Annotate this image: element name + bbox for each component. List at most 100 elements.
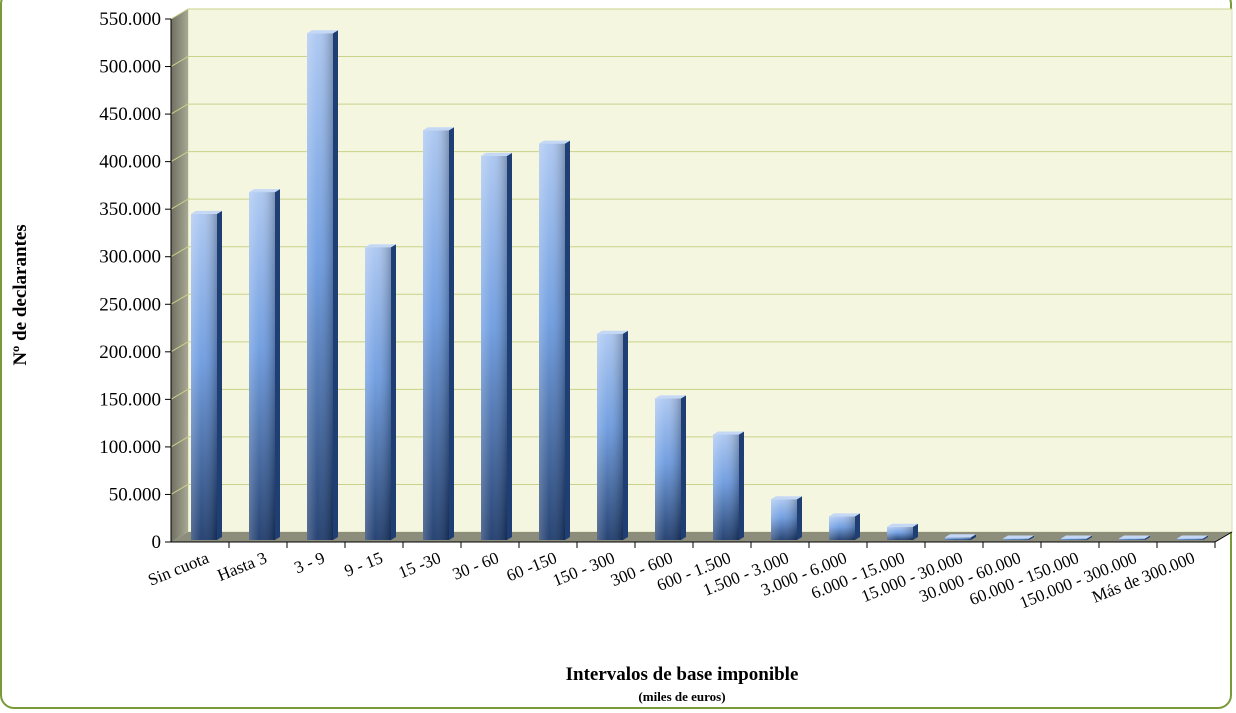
bar-shade xyxy=(307,33,333,540)
bar-top xyxy=(887,523,918,527)
bar-side xyxy=(681,395,686,540)
bar-shade xyxy=(191,213,217,540)
bar-shade xyxy=(1177,538,1203,540)
gridline-side xyxy=(170,151,189,163)
bar xyxy=(365,244,396,540)
bar xyxy=(249,189,280,540)
y-tick-label: 300.000 xyxy=(99,247,161,268)
bar-shade xyxy=(1119,538,1145,540)
bar xyxy=(307,30,338,540)
bar-side xyxy=(275,189,280,540)
y-tick-label: 350.000 xyxy=(99,199,161,220)
bar-top xyxy=(481,152,512,156)
y-axis-label: Nº de declarantes xyxy=(10,224,31,365)
bar-side xyxy=(1087,535,1092,540)
bar-top xyxy=(771,496,802,500)
bar-side xyxy=(913,523,918,540)
bar-side xyxy=(391,244,396,540)
bar-shade xyxy=(771,499,797,540)
bar xyxy=(771,496,802,540)
bar-shade xyxy=(945,537,971,540)
x-axis-depth xyxy=(1214,531,1233,543)
bar-shade xyxy=(597,333,623,540)
gridline-side xyxy=(170,8,189,20)
bar xyxy=(1003,535,1034,540)
x-tick-label: 150 - 300 xyxy=(550,548,618,590)
bar-side xyxy=(507,152,512,540)
y-tick-label: 0 xyxy=(152,532,162,553)
bar-top xyxy=(191,210,222,214)
bar xyxy=(1177,535,1208,540)
bar-shade xyxy=(655,398,681,540)
bar-shade xyxy=(481,155,507,540)
bar-shade xyxy=(1061,538,1087,540)
bar-side xyxy=(565,140,570,540)
bar-top xyxy=(1119,535,1150,539)
bar-top xyxy=(945,534,976,538)
bar xyxy=(597,330,628,540)
y-tick-label: 500.000 xyxy=(99,57,161,78)
bar-side xyxy=(623,330,628,540)
bar xyxy=(945,534,976,540)
bar-top xyxy=(1061,535,1092,539)
bar-side xyxy=(1203,535,1208,540)
x-tick-label: 9 - 15 xyxy=(342,548,386,580)
bar-top xyxy=(423,127,454,131)
bar xyxy=(829,513,860,540)
bar-side xyxy=(449,127,454,541)
bar-side xyxy=(797,496,802,540)
bar-top xyxy=(307,30,338,34)
bar xyxy=(191,210,222,540)
bar xyxy=(655,395,686,540)
x-axis-sublabel: (miles de euros) xyxy=(638,689,725,704)
bar-shade xyxy=(1003,538,1029,540)
bar-side xyxy=(739,431,744,540)
gridline-side xyxy=(170,293,189,305)
y-tick-label: 100.000 xyxy=(99,437,161,458)
bar-top xyxy=(655,395,686,399)
bar-top xyxy=(249,189,280,193)
gridline-side xyxy=(170,103,189,115)
gridline-side xyxy=(170,436,189,448)
bar-shade xyxy=(887,526,913,540)
bar xyxy=(1061,535,1092,540)
bar-shade xyxy=(829,516,855,540)
bar-shade xyxy=(539,143,565,540)
bar xyxy=(1119,535,1150,540)
bar-side xyxy=(1029,535,1034,540)
gridline-side xyxy=(170,56,189,67)
bar xyxy=(887,523,918,540)
bar-shade xyxy=(423,130,449,541)
bar-shade xyxy=(365,247,391,540)
x-axis-label: Intervalos de base imponible xyxy=(566,664,799,685)
bar-shade xyxy=(713,434,739,540)
y-tick-label: 400.000 xyxy=(99,152,161,173)
bar-top xyxy=(539,140,570,144)
y-tick-label: 250.000 xyxy=(99,294,161,315)
x-tick-label: Hasta 3 xyxy=(215,548,270,585)
x-tick-label: 15 -30 xyxy=(396,548,444,582)
bar-shade xyxy=(249,192,275,540)
x-tick-label: 60 -150 xyxy=(504,548,560,585)
bar xyxy=(423,127,454,541)
gridline-side xyxy=(170,246,189,258)
gridline-side xyxy=(170,388,189,400)
bar-side xyxy=(217,210,222,540)
y-tick-label: 150.000 xyxy=(99,389,161,410)
bar-top xyxy=(829,513,860,517)
bar xyxy=(539,140,570,540)
gridline-side xyxy=(170,341,189,353)
x-tick-label: 30 - 60 xyxy=(450,548,502,584)
plot-side-wall xyxy=(171,9,188,542)
bar-top xyxy=(365,244,396,248)
y-tick-label: 200.000 xyxy=(99,342,161,363)
y-tick-label: 550.000 xyxy=(99,9,161,30)
bar-top xyxy=(1003,535,1034,539)
gridline-side xyxy=(170,198,189,210)
x-tick-label: Sin cuota xyxy=(145,548,212,590)
bar-top xyxy=(713,431,744,435)
bar xyxy=(713,431,744,540)
y-tick-label: 450.000 xyxy=(99,104,161,125)
y-tick-label: 50.000 xyxy=(109,484,161,505)
